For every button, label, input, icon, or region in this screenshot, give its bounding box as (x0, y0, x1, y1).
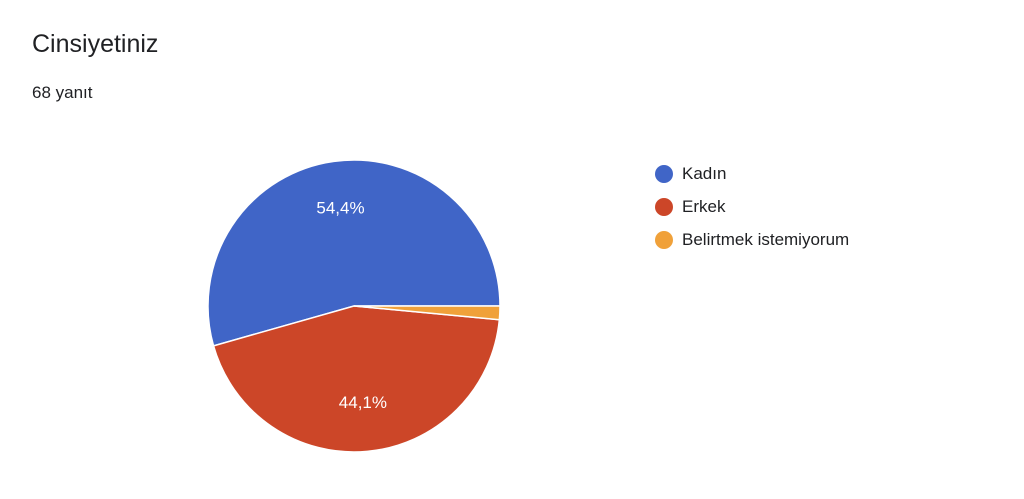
pie-slice-1[interactable] (207, 159, 501, 347)
legend-label: Belirtmek istemiyorum (682, 229, 850, 249)
pie-slice-labels: 54,4% 44,1% (316, 198, 387, 412)
question-title: Cinsiyetiniz (32, 30, 159, 58)
pie-slice-2[interactable] (212, 305, 501, 453)
legend-item-1[interactable]: Kadın (655, 157, 849, 190)
legend-item-3[interactable]: Belirtmek istemiyorum (655, 223, 849, 256)
legend-swatch (655, 197, 673, 216)
pie-slice-3[interactable] (353, 305, 501, 321)
legend-swatch (655, 164, 673, 183)
legend-item-2[interactable]: Erkek (655, 190, 849, 223)
legend-label: Erkek (682, 196, 726, 216)
pie-slices (207, 159, 501, 453)
response-count: 68 yanıt (32, 83, 93, 102)
pie-slice-label-1: 54,4% (316, 198, 364, 217)
chart-legend: Kadın Erkek Belirtmek istemiyorum (655, 157, 849, 256)
legend-swatch (655, 230, 673, 249)
pie-slice-label-2: 44,1% (339, 393, 387, 412)
legend-label: Kadın (682, 163, 727, 183)
